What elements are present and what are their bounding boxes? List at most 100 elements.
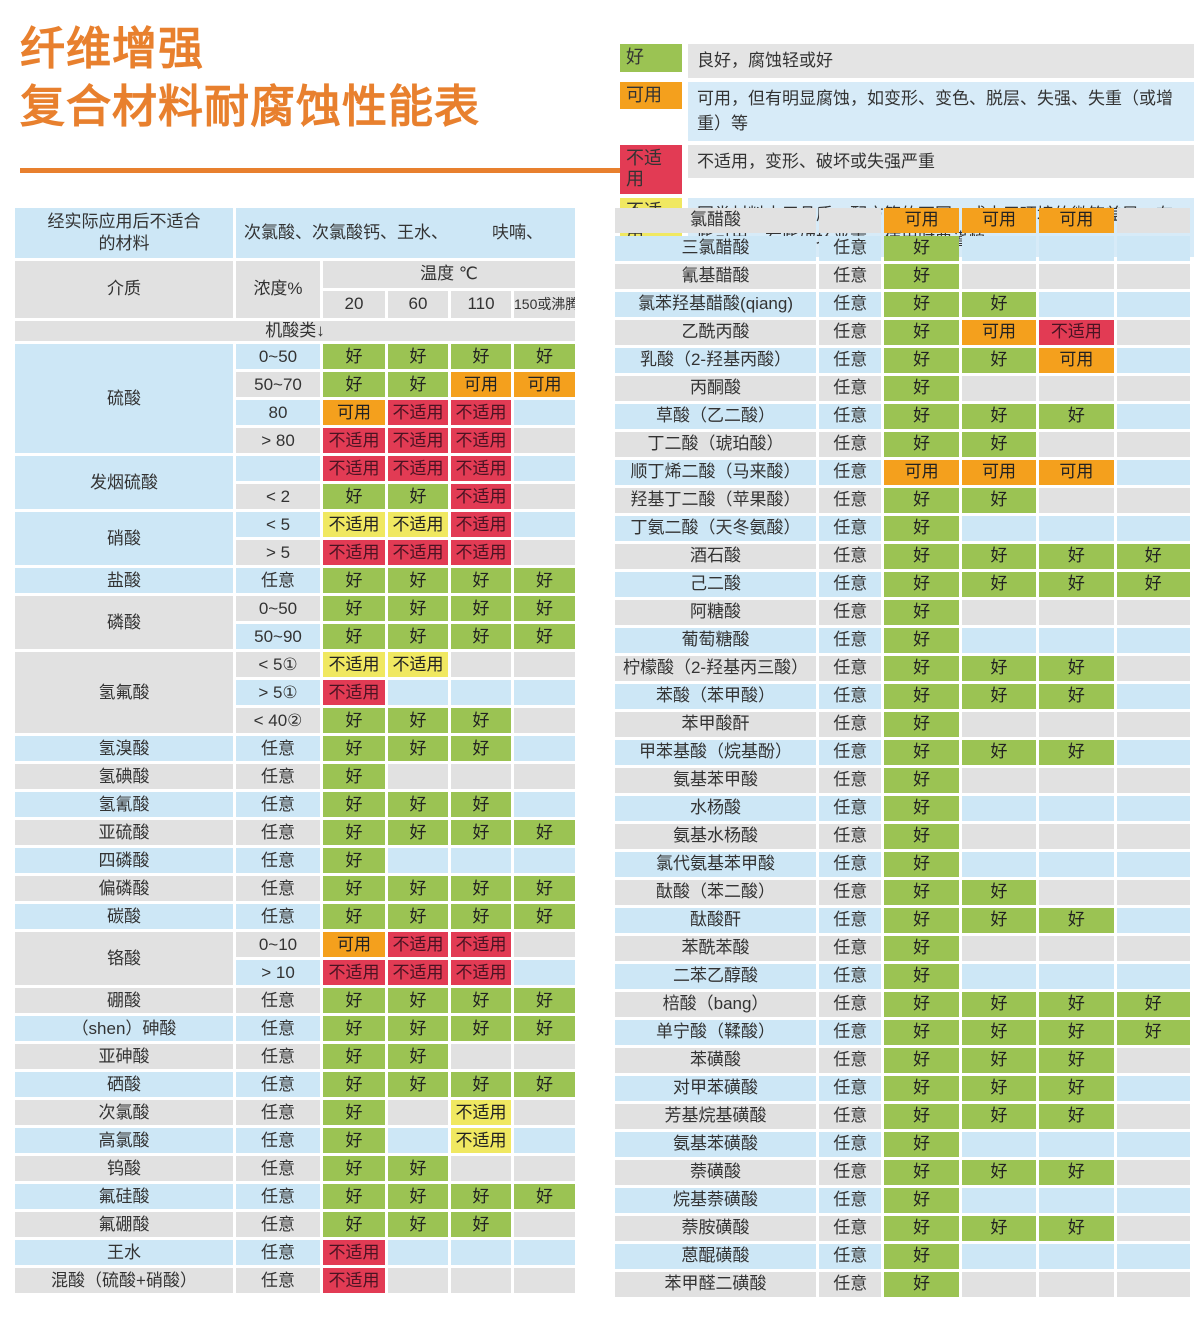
acid-name-cell: 氨基苯磺酸 — [615, 1132, 817, 1157]
concentration-cell: 50~90 — [236, 624, 320, 650]
empty-cell — [1039, 376, 1114, 401]
rating-cell: 好 — [884, 1160, 959, 1185]
rating-cell: 好 — [961, 488, 1037, 513]
acid-name-cell: 硝酸 — [15, 512, 233, 566]
rating-cell: 可用 — [514, 372, 575, 398]
empty-cell — [1116, 1272, 1190, 1297]
acid-name-cell: 氯醋酸 — [615, 208, 817, 233]
rating-cell: 好 — [884, 376, 959, 401]
empty-cell — [514, 1240, 575, 1266]
acid-name-cell: 丁氨二酸（天冬氨酸） — [615, 516, 817, 541]
rating-cell: 好 — [1116, 572, 1190, 597]
legend-row: 不适用 不适用，变形、破坏或失强严重 — [620, 144, 1194, 194]
concentration-cell: 50~70 — [236, 372, 320, 398]
rating-cell: 好 — [961, 1020, 1037, 1045]
rating-cell: 好 — [961, 572, 1037, 597]
rating-cell: 可用 — [1039, 208, 1114, 233]
rating-cell: 好 — [961, 1160, 1037, 1185]
rating-cell: 不适用 — [323, 512, 385, 538]
acid-name-cell: 甲苯基酸（烷基酚） — [615, 740, 817, 765]
rating-cell: 好 — [514, 1016, 575, 1042]
concentration-cell: > 5① — [236, 680, 320, 706]
legend-row: 可用 可用，但有明显腐蚀，如变形、变色、脱层、失强、失重（或增重）等 — [620, 81, 1194, 141]
rating-cell: 可用 — [323, 400, 385, 426]
rating-cell: 好 — [323, 568, 385, 594]
rating-cell: 可用 — [961, 208, 1037, 233]
rating-cell: 可用 — [323, 932, 385, 958]
empty-cell — [1116, 404, 1190, 429]
rating-cell: 好 — [884, 544, 959, 569]
empty-cell — [1116, 236, 1190, 261]
table-row: 氨基苯甲酸 任意好 — [615, 768, 1190, 793]
temp-col-110: 110 — [451, 291, 511, 318]
rating-cell: 好 — [884, 880, 959, 905]
concentration-cell: 任意 — [819, 488, 882, 513]
acid-name-cell: 碳酸 — [15, 904, 233, 930]
table-row: 亚硫酸 任意好好好好 — [15, 820, 575, 846]
rating-cell: 好 — [884, 1216, 959, 1241]
acid-name-cell: 混酸（硫酸+硝酸） — [15, 1268, 233, 1294]
empty-cell — [514, 1268, 575, 1294]
concentration-cell: 任意 — [819, 1216, 882, 1241]
rating-cell: 好 — [323, 820, 385, 846]
legend-swatch-u: 可用 — [620, 81, 682, 110]
rating-cell: 好 — [388, 1212, 448, 1238]
empty-cell — [1116, 516, 1190, 541]
concentration-cell: 任意 — [236, 1240, 320, 1266]
rating-cell: 好 — [323, 1128, 385, 1154]
rating-cell: 好 — [884, 628, 959, 653]
concentration-cell: 任意 — [819, 768, 882, 793]
acid-name-cell: 顺丁烯二酸（马来酸） — [615, 460, 817, 485]
concentration-cell: 任意 — [236, 848, 320, 874]
table-row: 丙酮酸 任意好 — [615, 376, 1190, 401]
rating-cell: 好 — [884, 1244, 959, 1269]
rating-cell: 好 — [884, 936, 959, 961]
rating-cell: 好 — [884, 656, 959, 681]
acid-name-cell: 四磷酸 — [15, 848, 233, 874]
acid-name-cell: 硒酸 — [15, 1072, 233, 1098]
acid-name-cell: 酒石酸 — [615, 544, 817, 569]
rating-cell: 好 — [961, 880, 1037, 905]
table-row: 顺丁烯二酸（马来酸） 任意 可用 可用 可用 — [615, 460, 1190, 485]
acid-name-cell: 阿糖酸 — [615, 600, 817, 625]
table-row: 柠檬酸（2-羟基丙三酸） 任意好好好 — [615, 656, 1190, 681]
empty-cell — [514, 428, 575, 454]
rating-cell: 不适用 — [388, 652, 448, 678]
acid-name-cell: 氢氰酸 — [15, 792, 233, 818]
rating-cell: 不适用 — [451, 428, 511, 454]
rating-cell: 不适用 — [323, 960, 385, 986]
rating-cell: 好 — [1039, 656, 1114, 681]
rating-cell: 好 — [514, 624, 575, 650]
rating-cell: 好 — [388, 820, 448, 846]
acid-name-cell: 亚砷酸 — [15, 1044, 233, 1070]
acid-name-cell: 水杨酸 — [615, 796, 817, 821]
rating-cell: 不适用 — [323, 428, 385, 454]
rating-cell: 好 — [961, 348, 1037, 373]
rating-cell: 好 — [323, 484, 385, 510]
table-row: 硝酸 < 5 不适用 不适用 不适用 — [15, 512, 575, 566]
table-row: 萘胺磺酸 任意好好好 — [615, 1216, 1190, 1241]
empty-cell — [1116, 712, 1190, 737]
empty-cell — [1116, 628, 1190, 653]
empty-cell — [514, 1044, 575, 1070]
empty-cell — [1039, 600, 1114, 625]
rating-cell: 好 — [884, 516, 959, 541]
concentration-cell: < 40② — [236, 708, 320, 734]
empty-cell — [514, 652, 575, 678]
rating-cell: 好 — [514, 1072, 575, 1098]
empty-cell — [388, 1100, 448, 1126]
empty-cell — [1039, 852, 1114, 877]
rating-cell: 好 — [451, 1184, 511, 1210]
left-header-row-temps: 20 60 110 150或沸腾 — [15, 291, 575, 318]
rating-cell: 不适用 — [323, 1268, 385, 1294]
rating-cell: 好 — [961, 1104, 1037, 1129]
acid-name-cell: 硫酸 — [15, 344, 233, 454]
table-row: 三氯醋酸 任意好 — [615, 236, 1190, 261]
rating-cell: 好 — [323, 1184, 385, 1210]
table-row: 发烟硫酸 不适用 不适用 不适用 — [15, 456, 575, 510]
rating-cell: 好 — [451, 820, 511, 846]
empty-cell — [388, 1268, 448, 1294]
rating-cell: 好 — [388, 372, 448, 398]
rating-cell: 好 — [388, 624, 448, 650]
table-row: 苯磺酸 任意好好好 — [615, 1048, 1190, 1073]
